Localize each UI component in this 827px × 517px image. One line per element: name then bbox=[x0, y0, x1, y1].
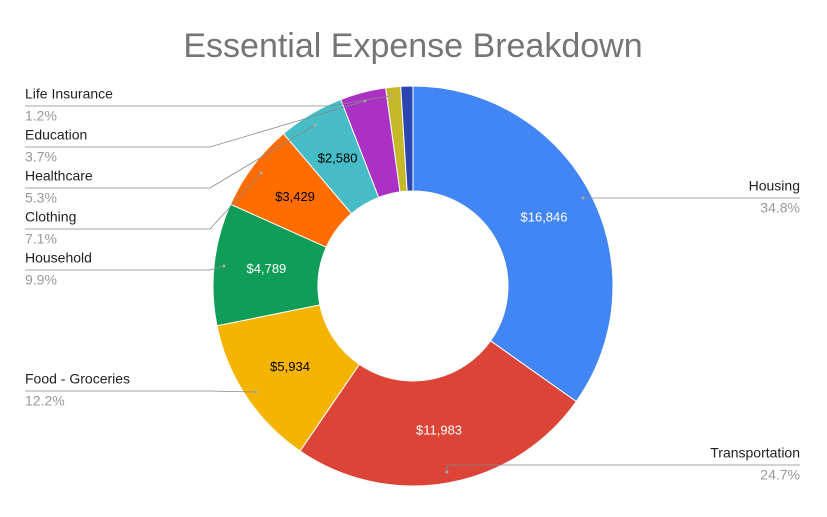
donut-slice bbox=[400, 85, 414, 192]
leader-dot bbox=[313, 123, 317, 127]
legend-label: Food - Groceries bbox=[25, 371, 130, 387]
legend-label: Life Insurance bbox=[25, 86, 113, 102]
percent-label: 3.7% bbox=[25, 149, 57, 165]
leader-dot bbox=[259, 171, 263, 175]
value-label: $2,580 bbox=[318, 151, 358, 166]
value-label: $4,789 bbox=[247, 261, 287, 276]
value-label: $5,934 bbox=[270, 359, 310, 374]
leader-dot bbox=[254, 390, 258, 394]
leader-line bbox=[25, 172, 262, 230]
legend-label: Household bbox=[25, 250, 92, 266]
legend-label: Healthcare bbox=[25, 168, 93, 184]
percent-label: 24.7% bbox=[760, 467, 800, 483]
value-label: $11,983 bbox=[416, 423, 462, 438]
donut-slice bbox=[412, 85, 614, 403]
legend-label: Education bbox=[25, 127, 87, 143]
leader-line bbox=[25, 124, 316, 189]
leader-line bbox=[446, 464, 800, 472]
donut-slice bbox=[299, 340, 577, 487]
leader-line bbox=[25, 95, 391, 107]
percent-label: 1.2% bbox=[25, 108, 57, 124]
percent-label: 12.2% bbox=[25, 393, 65, 409]
leader-dot bbox=[581, 196, 585, 200]
leader-dot bbox=[388, 94, 392, 98]
chart-title: Essential Expense Breakdown bbox=[183, 27, 642, 65]
legend-label: Transportation bbox=[710, 445, 800, 461]
leader-dot bbox=[445, 470, 449, 474]
leader-dot bbox=[222, 264, 226, 268]
percent-label: 7.1% bbox=[25, 231, 57, 247]
value-label: $16,846 bbox=[521, 210, 568, 225]
leader-line bbox=[25, 390, 257, 393]
percent-label: 34.8% bbox=[760, 200, 800, 216]
percent-label: 5.3% bbox=[25, 190, 57, 206]
value-label: $3,429 bbox=[275, 189, 315, 204]
percent-label: 9.9% bbox=[25, 272, 57, 288]
legend-label: Clothing bbox=[25, 209, 76, 225]
leader-line bbox=[25, 265, 225, 271]
leader-line bbox=[25, 100, 366, 148]
legend-label: Housing bbox=[749, 178, 800, 194]
